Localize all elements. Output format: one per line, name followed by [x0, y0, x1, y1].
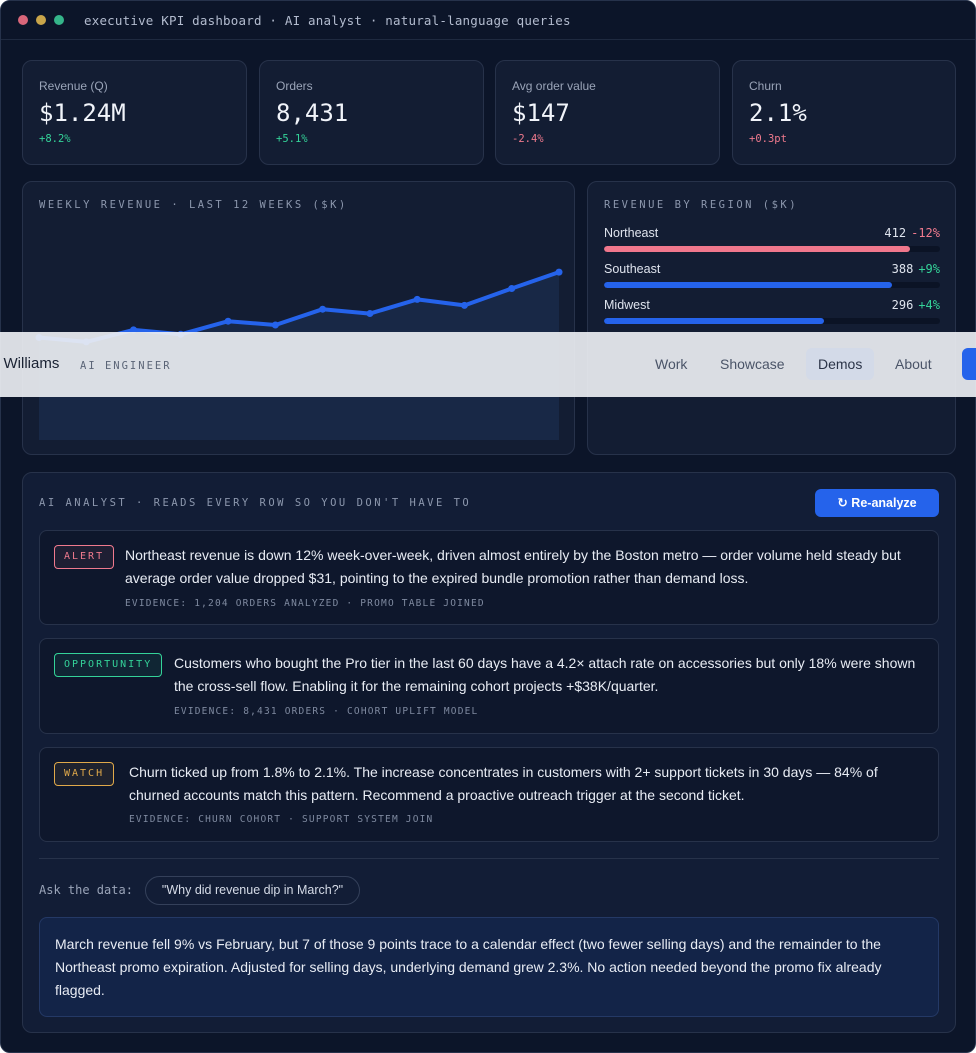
- kpi-value: $1.24M: [39, 99, 126, 127]
- kpi-card-avg-order-value: Avg order value $147 -2.4%: [495, 60, 720, 165]
- ai-analyst-panel: AI ANALYST · READS EVERY ROW SO YOU DON'…: [22, 472, 956, 1033]
- divider: [39, 858, 939, 859]
- nav-link-about[interactable]: About: [895, 356, 932, 372]
- region-value: 412 -12%: [884, 226, 940, 240]
- query-chip[interactable]: "Why did revenue dip in March?": [145, 876, 360, 905]
- kpi-label: Churn: [749, 79, 782, 93]
- insight-text: Northeast revenue is down 12% week-over-…: [125, 547, 901, 586]
- region-row-northeast: Northeast 412 -12%: [604, 226, 940, 260]
- chart-title: WEEKLY REVENUE · LAST 12 WEEKS ($K): [39, 199, 348, 211]
- nav-cta-button[interactable]: [962, 348, 976, 380]
- region-name: Northeast: [604, 226, 659, 240]
- insight-card-opportunity: OPPORTUNITY Customers who bought the Pro…: [39, 638, 939, 734]
- region-bar-track: [604, 318, 940, 324]
- kpi-value: 8,431: [276, 99, 349, 127]
- kpi-value: $147: [512, 99, 570, 127]
- revenue-point-week-8: [366, 310, 374, 318]
- kpi-delta: +0.3pt: [749, 133, 787, 145]
- weekly-revenue-panel: WEEKLY REVENUE · LAST 12 WEEKS ($K): [22, 181, 575, 455]
- kpi-delta: -2.4%: [512, 133, 544, 145]
- revenue-point-week-7: [319, 305, 327, 313]
- insight-evidence: EVIDENCE: 1,204 ORDERS ANALYZED · PROMO …: [125, 598, 485, 609]
- region-bar-track: [604, 282, 940, 288]
- insight-card-alert: ALERT Northeast revenue is down 12% week…: [39, 530, 939, 625]
- minimize-window-dot[interactable]: [36, 15, 46, 25]
- title-bar: executive KPI dashboard · AI analyst · n…: [1, 1, 975, 40]
- region-bar: [604, 246, 910, 252]
- kpi-label: Avg order value: [512, 79, 596, 93]
- revenue-point-week-10: [460, 301, 468, 309]
- region-row-midwest: Midwest 296 +4%: [604, 298, 940, 332]
- insight-text: Customers who bought the Pro tier in the…: [174, 655, 916, 694]
- region-panel-title: REVENUE BY REGION ($K): [604, 199, 799, 211]
- site-navbar: u Williams AI ENGINEER Work Showcase Dem…: [0, 332, 976, 397]
- revenue-point-week-6: [271, 321, 279, 329]
- revenue-point-week-12: [555, 268, 563, 276]
- region-row-southeast: Southeast 388 +9%: [604, 262, 940, 296]
- kpi-delta: +5.1%: [276, 133, 308, 145]
- insight-evidence: EVIDENCE: 8,431 ORDERS · COHORT UPLIFT M…: [174, 706, 479, 717]
- region-change: -12%: [911, 226, 940, 240]
- insight-text: Churn ticked up from 1.8% to 2.1%. The i…: [129, 764, 878, 803]
- kpi-value: 2.1%: [749, 99, 807, 127]
- revenue-point-week-5: [224, 317, 232, 325]
- revenue-line: [37, 270, 561, 344]
- insight-tag: OPPORTUNITY: [54, 653, 163, 677]
- revenue-point-week-9: [413, 295, 421, 303]
- region-name: Midwest: [604, 298, 650, 312]
- brand-role: AI ENGINEER: [80, 360, 172, 372]
- kpi-card-revenue: Revenue (Q) $1.24M +8.2%: [22, 60, 247, 165]
- kpi-delta: +8.2%: [39, 133, 71, 145]
- region-bar: [604, 282, 893, 288]
- brand-name[interactable]: u Williams: [0, 355, 60, 372]
- revenue-by-region-panel: REVENUE BY REGION ($K) Northeast 412 -12%…: [587, 181, 956, 455]
- region-bar-track: [604, 246, 940, 252]
- region-value: 388 +9%: [891, 262, 940, 276]
- kpi-card-orders: Orders 8,431 +5.1%: [259, 60, 484, 165]
- nav-link-demos[interactable]: Demos: [806, 348, 875, 380]
- kpi-card-churn: Churn 2.1% +0.3pt: [732, 60, 956, 165]
- region-change: +4%: [918, 298, 940, 312]
- weekly-revenue-chart: [35, 268, 563, 440]
- close-window-dot[interactable]: [18, 15, 28, 25]
- insight-tag: ALERT: [54, 545, 115, 569]
- kpi-label: Orders: [276, 79, 313, 93]
- revenue-point-week-11: [508, 284, 516, 292]
- revenue-point-week-3: [130, 326, 138, 334]
- window-title: executive KPI dashboard · AI analyst · n…: [84, 13, 571, 28]
- region-bar: [604, 318, 824, 324]
- re-analyze-button[interactable]: ↻ Re-analyze: [815, 489, 939, 517]
- kpi-label: Revenue (Q): [39, 79, 108, 93]
- nav-link-work[interactable]: Work: [655, 356, 688, 372]
- answer-box: March revenue fell 9% vs February, but 7…: [39, 917, 939, 1017]
- insight-evidence: EVIDENCE: CHURN COHORT · SUPPORT SYSTEM …: [129, 814, 434, 825]
- insight-card-watch: WATCH Churn ticked up from 1.8% to 2.1%.…: [39, 747, 939, 842]
- ask-label: Ask the data:: [39, 883, 133, 897]
- region-name: Southeast: [604, 262, 661, 276]
- analyst-title: AI ANALYST · READS EVERY ROW SO YOU DON'…: [39, 497, 472, 509]
- region-change: +9%: [918, 262, 940, 276]
- region-value: 296 +4%: [891, 298, 940, 312]
- insight-tag: WATCH: [54, 762, 115, 786]
- maximize-window-dot[interactable]: [54, 15, 64, 25]
- answer-text: March revenue fell 9% vs February, but 7…: [55, 936, 882, 998]
- nav-link-showcase[interactable]: Showcase: [720, 356, 785, 372]
